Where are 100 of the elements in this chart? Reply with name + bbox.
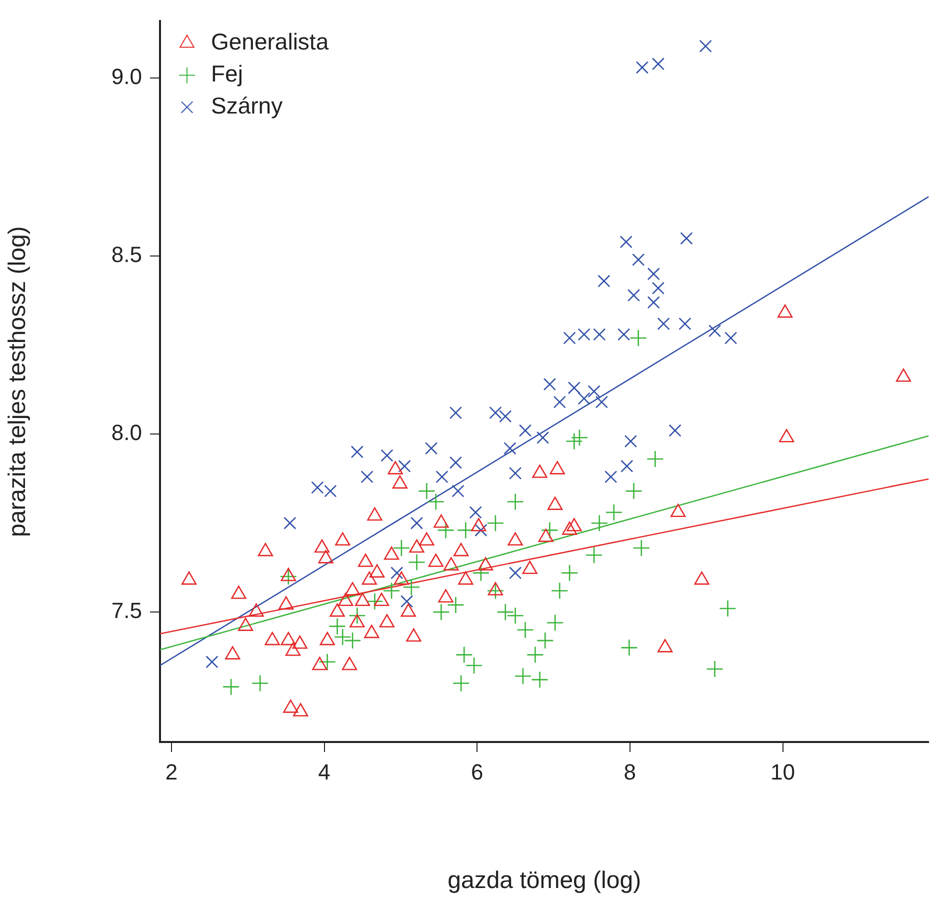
- point: [366, 592, 384, 610]
- point: [452, 484, 464, 498]
- y-tick-label: 8.5: [111, 242, 142, 268]
- point: [636, 61, 648, 74]
- point: [541, 522, 558, 539]
- point: [410, 516, 424, 530]
- point: [222, 678, 240, 696]
- point: [324, 484, 337, 498]
- point: [348, 606, 366, 624]
- point: [251, 674, 269, 692]
- x-tick-label: 8: [624, 759, 636, 784]
- point: [604, 470, 618, 484]
- point: [595, 396, 608, 408]
- point: [318, 653, 336, 671]
- point: [536, 431, 550, 444]
- point: [624, 434, 637, 448]
- point: [516, 621, 534, 639]
- point: [652, 58, 665, 70]
- y-tick-label: 9.0: [111, 64, 142, 90]
- y-tick-label: 8.0: [111, 420, 142, 446]
- point: [486, 582, 504, 600]
- point: [334, 628, 352, 646]
- point: [328, 618, 346, 635]
- point: [618, 328, 630, 341]
- point: [719, 600, 736, 618]
- point: [593, 328, 606, 341]
- point: [620, 460, 634, 472]
- point: [437, 522, 454, 539]
- point: [509, 466, 522, 480]
- point: [568, 382, 580, 394]
- point: [563, 332, 576, 344]
- x-tick-label: 4: [318, 759, 330, 784]
- point: [625, 482, 642, 500]
- point: [455, 646, 473, 664]
- point: [398, 460, 411, 472]
- point: [724, 332, 738, 344]
- y-tick-label: 7.5: [111, 598, 142, 624]
- point: [449, 456, 462, 469]
- point: [627, 288, 640, 302]
- point: [390, 566, 404, 580]
- point: [708, 324, 722, 338]
- legend-label: Szárny: [211, 92, 284, 119]
- point: [585, 546, 603, 564]
- point: [605, 504, 623, 522]
- point: [590, 514, 608, 532]
- point: [392, 539, 410, 557]
- legend-label: Fej: [211, 60, 243, 87]
- point: [380, 449, 394, 462]
- point: [506, 606, 524, 624]
- point: [344, 632, 362, 650]
- point: [408, 554, 426, 571]
- point: [646, 450, 664, 468]
- point: [550, 582, 568, 600]
- point: [284, 516, 296, 530]
- point: [553, 396, 566, 408]
- point: [456, 522, 474, 539]
- point: [489, 406, 502, 420]
- point: [465, 656, 483, 674]
- point: [474, 524, 488, 537]
- point: [504, 442, 516, 455]
- point: [424, 442, 438, 455]
- point: [647, 268, 660, 280]
- point: [280, 568, 298, 586]
- point: [518, 424, 532, 437]
- point: [311, 481, 324, 494]
- point: [452, 674, 470, 692]
- point: [647, 296, 660, 309]
- point: [382, 582, 400, 600]
- point: [402, 578, 420, 596]
- point: [449, 406, 462, 420]
- point: [652, 282, 665, 294]
- point: [436, 470, 448, 484]
- point: [536, 632, 554, 650]
- point: [496, 603, 514, 621]
- point: [620, 639, 638, 656]
- point: [699, 40, 712, 52]
- point: [620, 236, 632, 248]
- point: [350, 446, 364, 458]
- point: [578, 328, 590, 341]
- point: [506, 493, 524, 510]
- point: [560, 564, 578, 582]
- point: [514, 668, 532, 685]
- x-axis-title: gazda tömeg (log): [448, 867, 642, 894]
- point: [546, 614, 564, 632]
- point: [706, 660, 724, 678]
- point: [400, 595, 414, 608]
- point: [543, 378, 556, 391]
- point: [447, 596, 464, 614]
- point: [566, 432, 583, 450]
- point: [680, 232, 693, 245]
- point: [632, 539, 650, 557]
- point: [588, 385, 600, 398]
- x-tick-label: 6: [470, 759, 484, 784]
- point: [630, 329, 647, 347]
- point: [678, 317, 692, 330]
- point: [657, 317, 670, 330]
- point: [472, 564, 490, 582]
- point: [469, 506, 482, 519]
- point: [531, 671, 548, 688]
- point: [486, 514, 504, 532]
